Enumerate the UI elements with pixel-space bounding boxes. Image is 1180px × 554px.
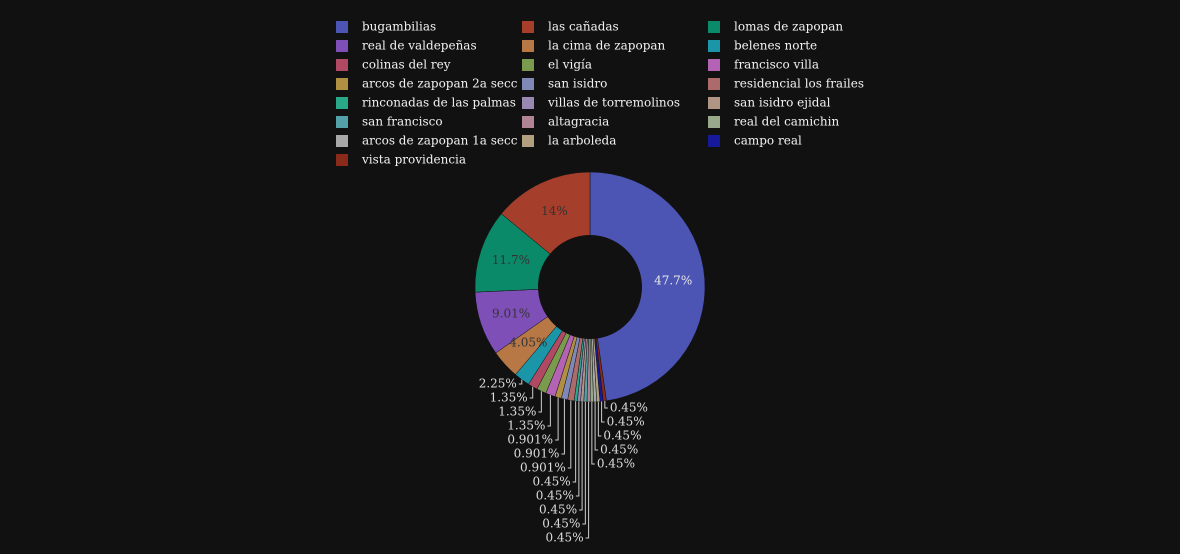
legend-label: san francisco [362,115,443,129]
legend-label: colinas del rey [362,58,451,72]
legend-label: bugambilias [362,20,436,34]
slice-label: 0.45% [539,503,577,517]
slice-label: 1.35% [490,391,528,405]
legend-swatch [522,21,534,33]
slice-label: 47.7% [654,274,692,288]
legend-swatch [336,154,348,166]
legend-swatch [708,97,720,109]
legend-swatch [708,21,720,33]
leader-line [594,401,599,451]
slice-label: 0.45% [600,443,638,457]
slice-label: 0.45% [603,429,641,443]
slice-label: 1.35% [498,405,536,419]
legend-label: altagracia [548,115,609,129]
legend-swatch [336,59,348,71]
legend-label: las cañadas [548,20,619,34]
legend-swatch [336,97,348,109]
leader-line [597,401,602,437]
slice-label: 0.901% [514,447,560,461]
legend-label: francisco villa [734,58,819,72]
legend-swatch [708,116,720,128]
legend-swatch [336,21,348,33]
slice-label: 11.7% [492,253,530,267]
legend-label: rinconadas de las palmas [362,96,516,110]
legend-label: arcos de zapopan 1a secc [362,134,518,148]
leader-line [585,401,590,539]
slice-label: 0.45% [542,517,580,531]
leader-line [572,401,577,483]
legend-swatch [708,135,720,147]
legend-swatch [336,40,348,52]
slice-label: 1.35% [507,419,545,433]
legend-label: residencial los frailes [734,77,864,91]
legend-swatch [336,135,348,147]
leader-line [601,401,605,423]
legend-swatch [522,116,534,128]
legend-label: arcos de zapopan 2a secc [362,77,518,91]
leader-line [567,400,572,469]
legend-label: vista providencia [361,153,466,167]
legend-swatch [522,135,534,147]
legend-label: el vigía [548,58,592,72]
leader-line [604,401,608,409]
slice-label: 0.45% [545,531,583,545]
slice-label: 0.901% [507,433,553,447]
slice-label: 0.901% [520,461,566,475]
legend-swatch [522,78,534,90]
legend-swatch [708,59,720,71]
legend-label: campo real [734,134,802,148]
legend-label: villas de torremolinos [547,96,680,110]
legend-label: belenes norte [734,39,817,53]
leader-line [582,401,586,525]
legend-label: lomas de zapopan [734,20,843,34]
legend-swatch [522,59,534,71]
legend-label: real de valdepeñas [362,39,477,53]
legend-label: la cima de zapopan [548,39,666,53]
leader-line [575,401,580,497]
leader-line [591,401,595,465]
legend-swatch [708,40,720,52]
leader-line [547,394,551,427]
legend-swatch [336,78,348,90]
slice-label: 0.45% [607,415,645,429]
pie-slice [501,171,591,255]
slice-label: 2.25% [479,377,517,391]
legend-swatch [336,116,348,128]
leader-line [555,397,559,441]
legend-swatch [708,78,720,90]
slice-label: 0.45% [610,401,648,415]
leader-line [561,399,565,455]
legend-label: real del camichin [734,115,839,129]
legend-label: la arboleda [548,134,616,148]
legend-swatch [522,40,534,52]
slice-label: 0.45% [597,457,635,471]
slice-label: 0.45% [536,489,574,503]
leader-line [518,379,523,385]
slice-label: 9.01% [492,306,530,320]
legend-label: san isidro ejidal [734,96,831,110]
slice-label: 14% [541,204,568,218]
legend-swatch [522,97,534,109]
pie-slice [589,171,706,402]
leader-line [579,401,583,511]
legend-label: san isidro [548,77,607,91]
leader-line [538,391,542,413]
slice-label: 4.05% [509,336,547,350]
slice-label: 0.45% [533,475,571,489]
leader-line [529,386,534,399]
